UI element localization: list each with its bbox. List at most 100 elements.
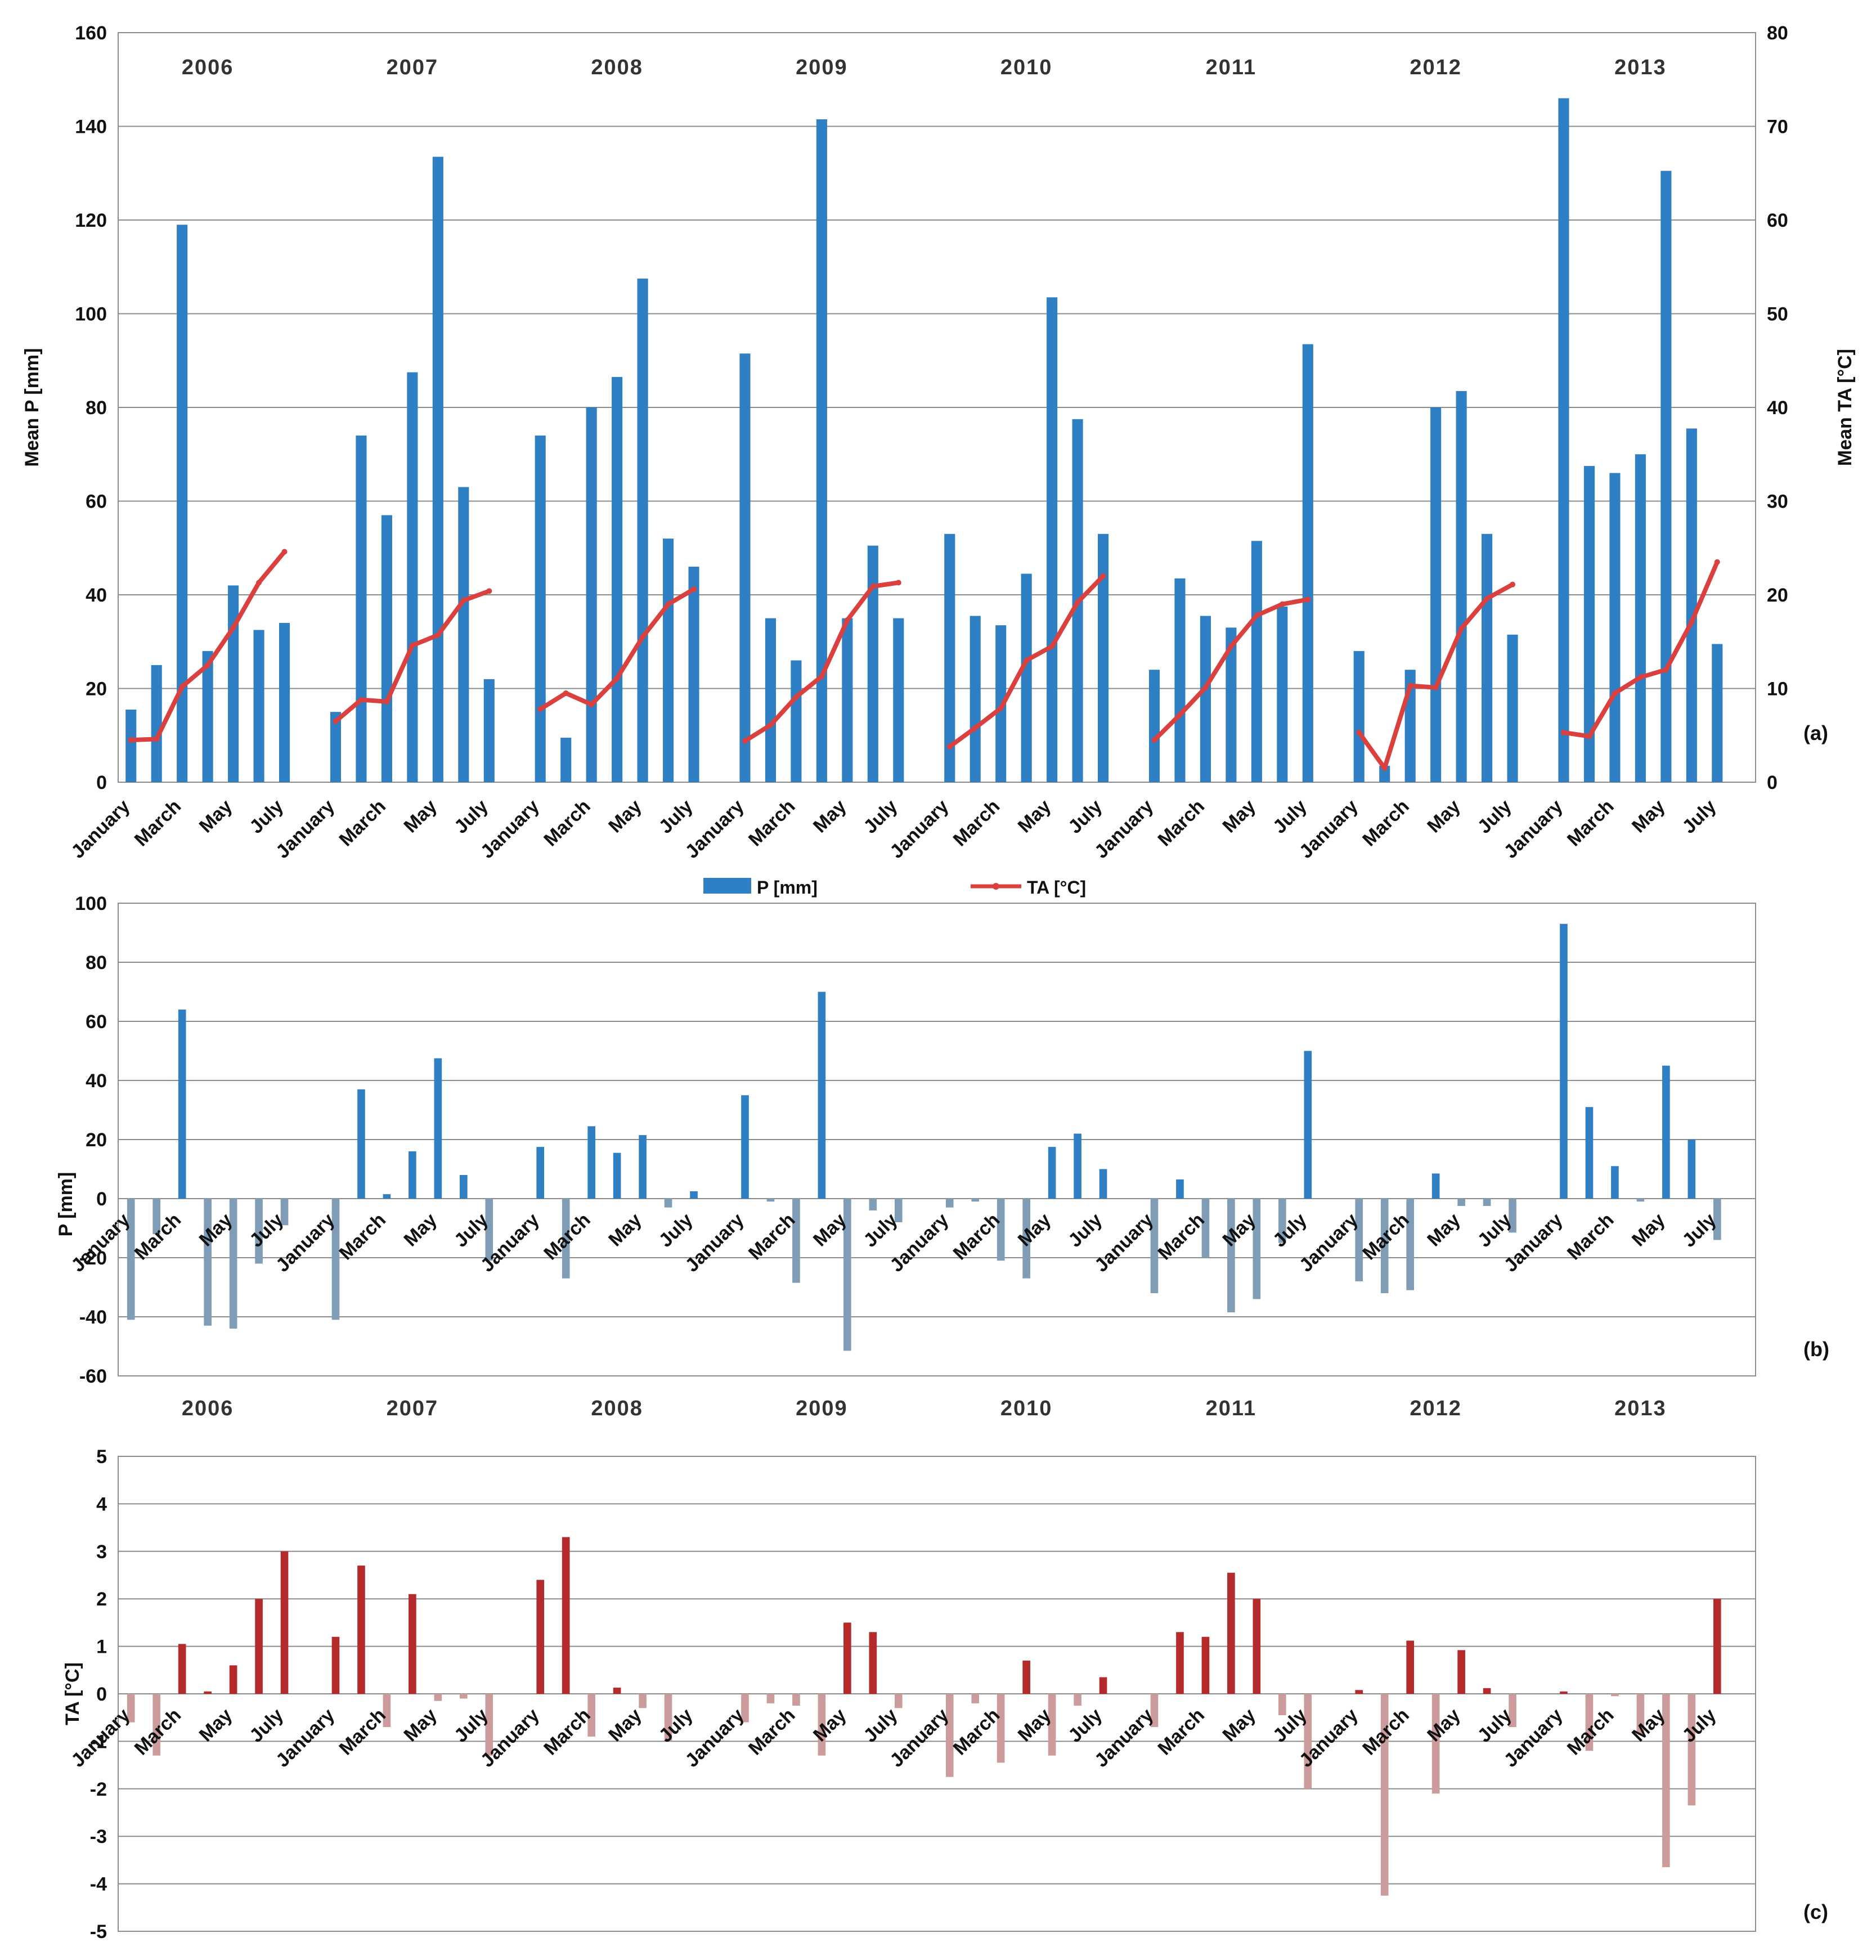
precip-anomaly-bar [1713, 1199, 1721, 1240]
precip-bar [1021, 573, 1032, 782]
plot-frame-c [118, 1456, 1756, 1932]
precip-bar [125, 709, 137, 782]
precip-bar [151, 665, 162, 782]
precip-bar [1712, 644, 1723, 782]
x-tick-label: March [1154, 1209, 1209, 1264]
year-label-b: 2009 [796, 1397, 848, 1420]
temp-anomaly-bar [997, 1694, 1005, 1763]
temp-point [665, 601, 671, 607]
y2-tick-label: 30 [1767, 491, 1788, 513]
temp-point [1049, 643, 1055, 649]
x-tick-label: May [1628, 1209, 1669, 1251]
precip-bar [867, 545, 878, 782]
temp-anomaly-bar [1380, 1694, 1389, 1896]
precip-bar [944, 533, 955, 782]
precip-bar [1583, 466, 1595, 782]
legend-swatch-p [703, 878, 751, 894]
precip-bar [483, 679, 495, 782]
precip-bar [1200, 616, 1211, 782]
precip-anomaly-bar [1431, 1173, 1440, 1199]
precip-bar [202, 651, 213, 782]
temp-anomaly-bar [1713, 1599, 1721, 1694]
x-tick-label: July [1678, 796, 1720, 838]
x-tick-label: March [335, 1705, 390, 1760]
y-tick-label: 100 [75, 893, 107, 914]
x-tick-label: May [1423, 796, 1465, 837]
temp-anomaly-bar [409, 1594, 416, 1694]
precip-anomaly-bar [1355, 1199, 1363, 1281]
precip-anomaly-bar [1150, 1199, 1159, 1293]
precip-bar [458, 487, 469, 782]
temp-anomaly-bar [1560, 1691, 1568, 1694]
temp-point [768, 722, 774, 728]
precip-anomaly-bar [152, 1199, 161, 1234]
precip-bar [535, 435, 546, 782]
plot-frame-b [118, 903, 1756, 1376]
y-tick-label: -4 [90, 1874, 107, 1895]
precip-anomaly-bar [945, 1199, 954, 1208]
y2-tick-label: 20 [1767, 585, 1788, 606]
temp-point [256, 580, 262, 586]
temp-anomaly-bar [792, 1694, 800, 1706]
precip-bar [1660, 171, 1672, 782]
temp-point [819, 673, 825, 679]
temp-anomaly-bar [127, 1694, 135, 1723]
precip-anomaly-bar [204, 1199, 212, 1326]
x-tick-label: July [1474, 796, 1516, 838]
temp-point [563, 690, 569, 696]
x-tick-label: May [604, 796, 646, 837]
temp-point [179, 684, 185, 690]
temp-point [589, 701, 595, 707]
x-tick-label: May [1423, 1705, 1465, 1746]
precip-anomaly-bar [639, 1135, 647, 1199]
x-tick-label: March [949, 1209, 1004, 1264]
precip-bar [765, 618, 777, 782]
panel-a-precip-temp: 0 20 40 60 80 100 120 140 160 0 10 20 30 40 50 60 70 80 Me… [21, 23, 1856, 898]
precip-anomaly-bar [127, 1199, 135, 1320]
y-tick-label: -5 [90, 1921, 107, 1943]
x-tick-label: May [809, 1705, 851, 1746]
y-tick-label: -40 [79, 1307, 107, 1328]
precip-anomaly-bar [1611, 1166, 1619, 1199]
precip-bar [560, 737, 572, 782]
temp-anomaly-bar [1483, 1688, 1491, 1694]
y-tick-label: 80 [86, 397, 107, 419]
temp-point [1381, 765, 1388, 772]
temp-point [1433, 684, 1439, 690]
x-tick-label: July [655, 796, 697, 838]
y2-tick-label: 60 [1767, 210, 1788, 231]
precip-anomaly-bar [1201, 1199, 1210, 1258]
x-tick-label: July [1269, 796, 1311, 838]
y-tick-label: -3 [90, 1826, 107, 1847]
precip-bar [739, 353, 751, 782]
temp-point [793, 694, 799, 700]
x-tick-label: May [400, 1705, 441, 1746]
temp-anomaly-bar [152, 1694, 161, 1756]
precip-bar [612, 376, 623, 782]
x-tick-label: March [540, 796, 595, 851]
temp-point [333, 718, 339, 724]
temp-anomaly-bar [587, 1694, 595, 1737]
year-label-a: 2009 [796, 56, 848, 79]
year-label-a: 2011 [1206, 56, 1256, 79]
y-axis-title-b: P [mm] [55, 1172, 77, 1237]
y2-tick-label: 50 [1767, 304, 1788, 325]
x-tick-label: May [604, 1705, 646, 1746]
y-tick-label: 1 [96, 1636, 107, 1658]
precip-bar [228, 585, 239, 782]
precip-anomaly-bar [1048, 1147, 1056, 1199]
temp-point [1612, 690, 1618, 696]
precip-anomaly-bar [1022, 1199, 1030, 1279]
temp-anomaly-bar [1662, 1694, 1670, 1868]
precip-anomaly-bar [1585, 1107, 1594, 1199]
panel-label-c: (c) [1803, 1900, 1828, 1923]
precip-anomaly-bar [536, 1147, 545, 1199]
temp-anomaly-bar [741, 1694, 749, 1723]
y2-tick-label: 40 [1767, 397, 1788, 419]
precip-bar [1558, 98, 1569, 782]
precip-anomaly-bar [178, 1010, 186, 1199]
panel-label-a: (a) [1803, 721, 1828, 744]
temp-anomaly-bar [1253, 1599, 1261, 1694]
x-tick-label: May [1014, 796, 1056, 837]
year-label-b: 2012 [1410, 1397, 1462, 1420]
